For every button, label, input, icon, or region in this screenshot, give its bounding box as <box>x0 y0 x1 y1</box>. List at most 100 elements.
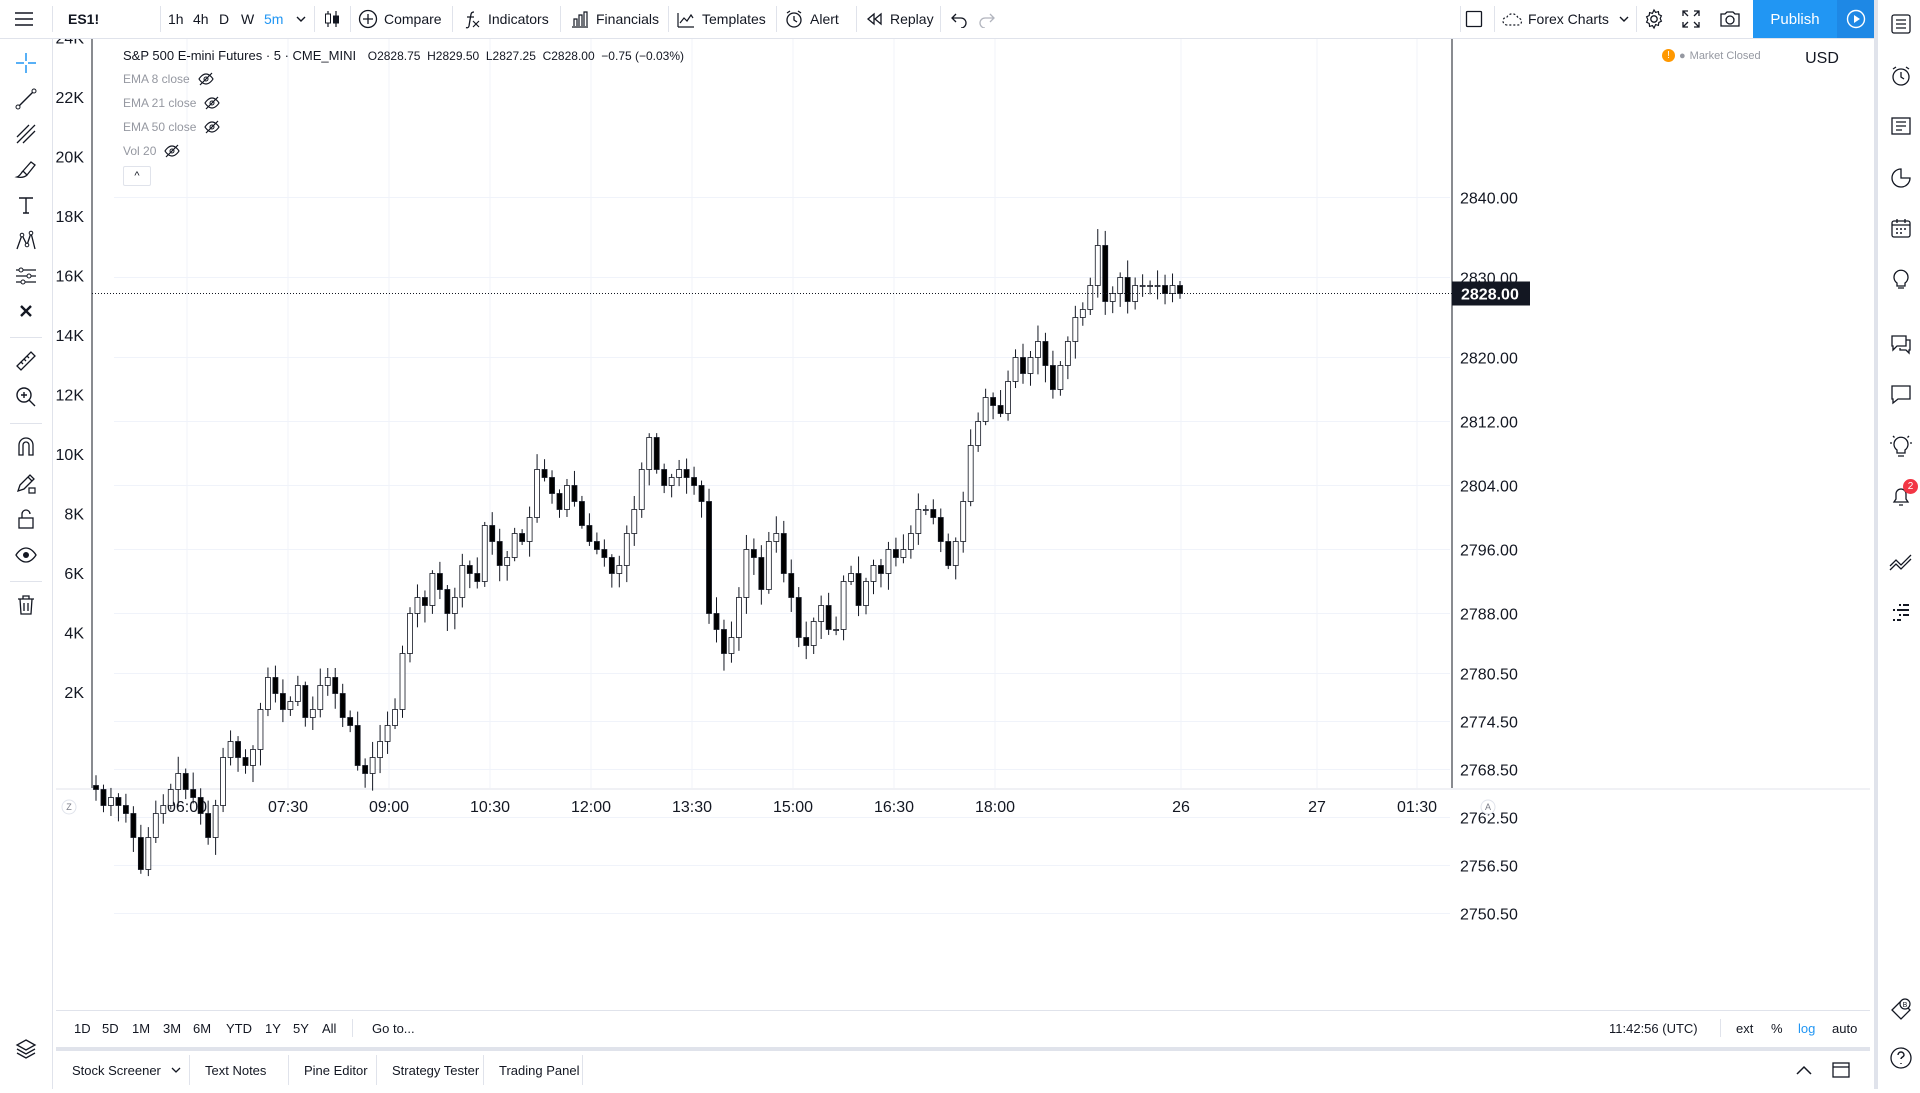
candle-body <box>885 549 892 574</box>
broker-ticket-icon[interactable]: B <box>1887 995 1915 1023</box>
templates-button[interactable]: Templates <box>676 0 766 38</box>
pattern-icon[interactable] <box>12 227 40 255</box>
brush-icon[interactable] <box>12 155 40 183</box>
indicator-ema8[interactable]: EMA 8 close <box>123 72 214 86</box>
dom-icon[interactable] <box>1887 598 1915 626</box>
replay-button[interactable]: Replay <box>864 0 934 38</box>
tab-stock-screener[interactable]: Stock Screener <box>72 1051 181 1089</box>
candle-body <box>743 549 750 598</box>
maximize-panel-icon[interactable] <box>1832 1051 1850 1089</box>
range-1m[interactable]: 1M <box>132 1020 151 1036</box>
publish-button[interactable]: Publish <box>1753 0 1837 38</box>
bar-chart-icon <box>572 11 588 28</box>
messages-icon[interactable] <box>1887 380 1915 408</box>
publish-play-icon[interactable] <box>1837 0 1874 38</box>
extended-hours-toggle[interactable]: ext <box>1736 1020 1754 1036</box>
stream-icon[interactable] <box>1887 548 1915 576</box>
range-3m[interactable]: 3M <box>163 1020 182 1036</box>
candle-body <box>481 525 488 582</box>
alert-button[interactable]: Alert <box>784 0 839 38</box>
help-icon[interactable] <box>1887 1044 1915 1072</box>
price-chart[interactable]: 2K 4K 6K 8K 10K 12K 14K 16K 18K 20K 22K 24K 2750.50 2… <box>56 39 1870 1007</box>
candle-style-icon[interactable] <box>322 0 342 38</box>
lock-icon[interactable] <box>12 505 40 533</box>
candle-body <box>810 621 817 646</box>
interval-1h[interactable]: 1h <box>168 11 184 27</box>
chevron-up-icon[interactable] <box>1796 1051 1812 1089</box>
settings-gear-icon[interactable] <box>1643 0 1665 38</box>
goto-date-button[interactable]: Go to... <box>372 1020 415 1036</box>
object-tree-icon[interactable] <box>12 1035 40 1063</box>
hotlist-icon[interactable] <box>1887 164 1915 192</box>
range-1y[interactable]: 1Y <box>265 1020 281 1036</box>
symbol-search[interactable]: ES1! <box>68 11 100 27</box>
candle-body <box>683 469 690 478</box>
tab-trading-panel[interactable]: Trading Panel <box>499 1062 580 1078</box>
range-1d[interactable]: 1D <box>74 1020 91 1036</box>
axis-a-button <box>1480 799 1496 815</box>
crosshair-icon[interactable] <box>12 49 40 77</box>
range-6m[interactable]: 6M <box>193 1020 212 1036</box>
interval-4h[interactable]: 4h <box>193 11 209 27</box>
range-5y[interactable]: 5Y <box>293 1020 309 1036</box>
fullscreen-icon[interactable] <box>1682 0 1700 38</box>
auto-scale-toggle[interactable]: auto <box>1832 1020 1858 1036</box>
axis-z-button <box>61 799 77 815</box>
menu-icon[interactable] <box>14 0 34 38</box>
interval-5m[interactable]: 5m <box>264 11 284 27</box>
financials-button[interactable]: Financials <box>570 0 659 38</box>
compare-button[interactable]: Compare <box>358 0 442 38</box>
collapse-legend-button[interactable]: ^ <box>123 166 151 186</box>
interval-d[interactable]: D <box>219 11 230 27</box>
chevron-down-icon[interactable] <box>296 0 306 38</box>
clock-timezone[interactable]: 11:42:56 (UTC) <box>1609 1020 1698 1036</box>
ruler-icon[interactable] <box>12 347 40 375</box>
trend-line-icon[interactable] <box>12 85 40 113</box>
indicator-ema21[interactable]: EMA 21 close <box>123 96 221 110</box>
log-scale-toggle[interactable]: log <box>1798 1020 1816 1036</box>
stay-drawing-icon[interactable] <box>12 469 40 497</box>
alert-clock-icon[interactable] <box>1887 62 1915 90</box>
market-status[interactable]: ! ● Market Closed <box>1662 49 1761 62</box>
ideas-icon[interactable] <box>1887 264 1915 292</box>
range-5d[interactable]: 5D <box>102 1020 119 1036</box>
fib-retracement-icon[interactable] <box>12 120 40 148</box>
symbol-description[interactable]: S&P 500 E-mini Futures · 5 · CME_MINI <box>123 48 357 63</box>
magnet-icon[interactable] <box>12 433 40 461</box>
price-tick-label: 2756.50 <box>1460 859 1518 876</box>
lightbulb-icon[interactable] <box>1887 431 1915 459</box>
percent-scale-toggle[interactable]: % <box>1771 1020 1783 1036</box>
prediction-measure-icon[interactable] <box>12 262 40 290</box>
chats-icon[interactable] <box>1887 330 1915 358</box>
indicators-button[interactable]: Indicators <box>462 0 549 38</box>
text-tool-icon[interactable] <box>12 191 40 219</box>
interval-w[interactable]: W <box>241 11 255 27</box>
calendar-icon[interactable] <box>1887 214 1915 242</box>
tab-pine-editor[interactable]: Pine Editor <box>304 1062 368 1078</box>
zoom-in-icon[interactable] <box>12 383 40 411</box>
indicator-vol20[interactable]: Vol 20 <box>123 144 181 158</box>
trash-icon[interactable] <box>12 591 40 619</box>
eye-icon[interactable] <box>12 541 40 569</box>
candle-body <box>937 517 944 542</box>
tab-strategy-tester[interactable]: Strategy Tester <box>392 1062 480 1078</box>
volume-tick-label: 14K <box>56 328 84 345</box>
candle-body <box>579 501 585 526</box>
watchlist-icon[interactable] <box>1887 10 1915 38</box>
camera-icon[interactable] <box>1719 0 1741 38</box>
layout-name-button[interactable]: Forex Charts <box>1502 0 1629 38</box>
range-all[interactable]: All <box>322 1020 337 1036</box>
candle-body <box>137 837 144 870</box>
undo-icon[interactable] <box>950 0 968 38</box>
time-tick-label: 09:00 <box>369 799 409 816</box>
candle-body <box>1094 245 1101 286</box>
currency-label[interactable]: USD <box>1792 46 1852 72</box>
notifications-bell-icon[interactable]: 2 <box>1887 479 1918 510</box>
indicator-ema50[interactable]: EMA 50 close <box>123 120 221 134</box>
range-ytd[interactable]: YTD <box>226 1020 252 1036</box>
remove-drawings-icon[interactable] <box>12 297 40 325</box>
data-window-icon[interactable] <box>1887 112 1915 140</box>
tab-text-notes[interactable]: Text Notes <box>205 1062 267 1078</box>
layout-select-icon[interactable] <box>1465 0 1483 38</box>
redo-icon[interactable] <box>978 0 996 38</box>
